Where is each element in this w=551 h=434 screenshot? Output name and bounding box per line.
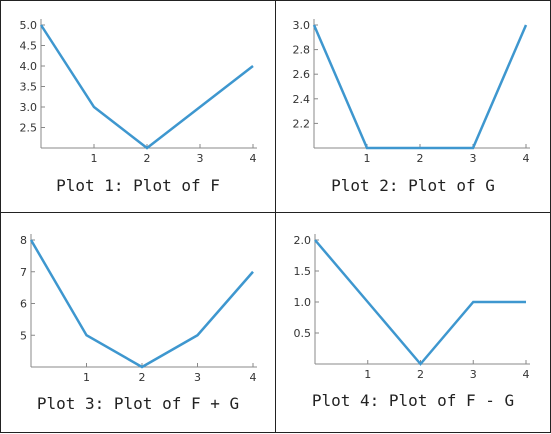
plot-4-y-tick-label: 2.0 <box>294 234 312 247</box>
plot-1-y-tick-label: 2.5 <box>20 122 38 135</box>
plot-panel-4: 1 2 3 4 0.5 1.0 1.5 2.0 Plot 4: Plot of F - G <box>276 213 550 432</box>
plot-2-caption: Plot 2: Plot of G <box>331 176 495 195</box>
plot-3-x-tick-label: 3 <box>194 371 201 384</box>
plot-1-x-tick-label: 3 <box>197 152 204 165</box>
outer-border-left <box>0 0 1 433</box>
plot-4-x-tick-label: 1 <box>364 368 371 381</box>
divider-vertical <box>275 0 276 433</box>
plot-3-caption: Plot 3: Plot of F + G <box>36 394 240 413</box>
plot-3-y-tick-label: 5 <box>20 329 27 342</box>
plot-3-x-tick-label: 4 <box>250 371 257 384</box>
plot-2-y-tick-label: 2.4 <box>293 93 311 106</box>
plot-1-x-tick-label: 1 <box>91 152 98 165</box>
plot-1-svg: 1 2 3 4 2.5 3.0 3.5 4.0 4.5 5.0 <box>20 19 257 165</box>
plot-2-x-tick-label: 4 <box>523 152 530 165</box>
plot-4-x-tick-label: 4 <box>523 368 530 381</box>
plot-1-y-tick-label: 3.0 <box>20 101 38 114</box>
plot-3-svg: 1 2 3 4 5 6 7 8 <box>20 234 257 384</box>
plot-1-y-tick-label: 5.0 <box>20 19 38 32</box>
plot-1-series-line <box>39 24 254 150</box>
plot-3-x-tick-label: 2 <box>139 371 146 384</box>
plot-2-x-tick-label: 3 <box>470 152 477 165</box>
plot-4-svg: 1 2 3 4 0.5 1.0 1.5 2.0 <box>294 234 530 381</box>
plot-4-y-tick-label: 1.0 <box>294 296 312 309</box>
plot-1-y-tick-label: 4.5 <box>20 40 38 53</box>
divider-horizontal <box>0 212 551 213</box>
plot-2-y-tick-label: 3.0 <box>293 19 311 32</box>
plot-1-y-tick-label: 4.0 <box>20 60 38 73</box>
plot-4-caption: Plot 4: Plot of F - G <box>311 391 515 410</box>
plot-4-x-tick-label: 3 <box>470 368 477 381</box>
plot-3-series-line <box>29 239 254 369</box>
plot-2-y-tick-label: 2.6 <box>293 68 311 81</box>
plot-1-y-tick-label: 3.5 <box>20 81 38 94</box>
plot-4-series-line <box>314 239 526 366</box>
plot-panel-3: 1 2 3 4 5 6 7 8 Plot 3: Plot of F + G <box>1 213 275 432</box>
plot-3-y-tick-label: 7 <box>20 266 27 279</box>
plot-4-y-tick-label: 1.5 <box>294 265 312 278</box>
plot-2-x-tick-label: 1 <box>364 152 371 165</box>
plot-3-x-tick-label: 1 <box>83 371 90 384</box>
plot-2-y-tick-label: 2.8 <box>293 44 311 57</box>
plot-2-svg: 1 2 3 4 2.2 2.4 2.6 2.8 3.0 <box>293 19 530 165</box>
plot-4-x-tick-label: 2 <box>417 368 424 381</box>
plot-4-y-tick-label: 0.5 <box>294 327 312 340</box>
plot-3-y-tick-label: 6 <box>20 298 27 311</box>
plot-2-x-tick-label: 2 <box>417 152 424 165</box>
plot-1-x-tick-label: 4 <box>250 152 257 165</box>
plot-2-series-line <box>312 24 528 150</box>
plot-1-x-tick-label: 2 <box>144 152 151 165</box>
plot-3-y-tick-label: 8 <box>20 234 27 247</box>
plot-2-y-tick-label: 2.2 <box>293 117 311 130</box>
plot-panel-2: 1 2 3 4 2.2 2.4 2.6 2.8 3.0 Plot 2: Plot of G <box>276 1 550 212</box>
plot-1-caption: Plot 1: Plot of F <box>56 176 220 195</box>
plot-panel-1: 1 2 3 4 2.5 3.0 3.5 4.0 4.5 5.0 Plot 1: Plot of F <box>1 1 275 212</box>
